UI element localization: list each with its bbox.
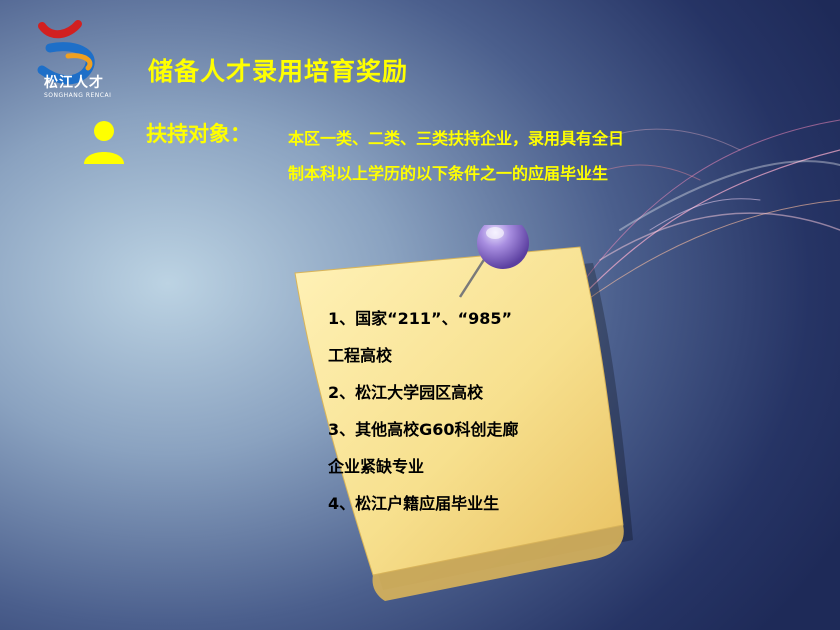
logo-subtext: SONGHANG RENCAI [44,92,112,99]
list-item: 1、国家“211”、“985” [328,309,512,328]
list-item: 2、松江大学园区高校 [328,383,484,402]
support-description: 本区一类、二类、三类扶持企业，录用具有全日 制本科以上学历的以下条件之一的应届毕… [288,121,768,191]
list-item: 4、松江户籍应届毕业生 [328,494,500,513]
support-line-2: 制本科以上学历的以下条件之一的应届毕业生 [288,164,609,183]
list-item: 企业紧缺专业 [328,457,425,476]
sticky-note [294,225,633,601]
logo-icon [37,20,95,85]
criteria-list: 1、国家“211”、“985” 工程高校 2、松江大学园区高校 3、其他高校G6… [328,300,608,522]
logo-text: 松江人才 [44,75,104,91]
list-item: 工程高校 [328,346,393,365]
list-item: 3、其他高校G60科创走廊 [328,420,519,439]
person-icon [84,121,124,164]
page-title: 储备人才录用培育奖励 [148,57,409,86]
support-label: 扶持对象： [146,122,251,146]
support-line-1: 本区一类、二类、三类扶持企业，录用具有全日 [288,129,625,148]
